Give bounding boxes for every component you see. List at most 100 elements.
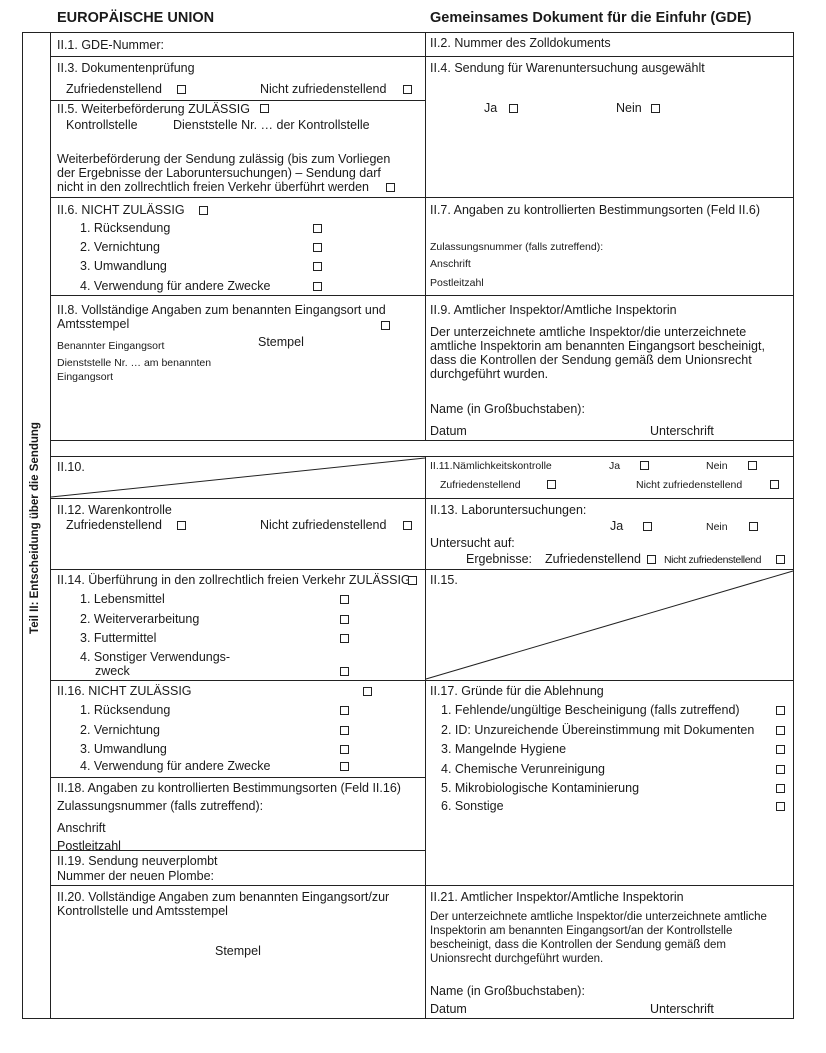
ii17-item-checkbox[interactable] — [776, 784, 785, 793]
ii6-item-checkbox[interactable] — [313, 282, 322, 291]
ii12-ok-checkbox[interactable] — [177, 521, 186, 530]
ii16-checkbox[interactable] — [363, 687, 372, 696]
ii20-title: II.20. Vollständige Angaben zum benannte… — [57, 890, 390, 918]
ii13-ok-label: Zufriedenstellend — [545, 552, 641, 566]
ii17-item-checkbox[interactable] — [776, 802, 785, 811]
ii14-item-checkbox[interactable] — [340, 667, 349, 676]
ii3-ok-label: Zufriedenstellend — [66, 82, 162, 96]
ii13-no-checkbox[interactable] — [749, 522, 758, 531]
header-left: EUROPÄISCHE UNION — [57, 10, 215, 26]
ii13-tested-for: Untersucht auf: — [430, 536, 515, 550]
ii6-item-checkbox[interactable] — [313, 243, 322, 252]
ii17-item-checkbox[interactable] — [776, 706, 785, 715]
ii17-item: 2. ID: Unzureichende Übereinstimmung mit… — [441, 723, 755, 737]
ii6-item-checkbox[interactable] — [313, 224, 322, 233]
ii7-title: II.7. Angaben zu kontrollierten Bestimmu… — [430, 203, 761, 217]
ii17-item: 3. Mangelnde Hygiene — [441, 742, 567, 756]
ii4-yes-checkbox[interactable] — [509, 104, 518, 113]
ii4-yes-label: Ja — [484, 101, 498, 115]
ii18-title: II.18. Angaben zu kontrollierten Bestimm… — [57, 781, 401, 795]
ii12-nok-checkbox[interactable] — [403, 521, 412, 530]
ii13-nok-label: Nicht zufriedenstellend — [664, 554, 762, 566]
ii8-entry-point: Benannter Eingangsort — [57, 340, 165, 352]
ii5-checkbox[interactable] — [260, 104, 269, 113]
ii11-yes-checkbox[interactable] — [640, 461, 649, 470]
ii3-ok-checkbox[interactable] — [177, 85, 186, 94]
ii12-title: II.12. Warenkontrolle — [57, 503, 172, 517]
ii16-item-checkbox[interactable] — [340, 762, 349, 771]
ii10-strike — [50, 457, 426, 498]
ii8-title: II.8. Vollständige Angaben zum benannten… — [57, 303, 386, 331]
ii11-no-checkbox[interactable] — [748, 461, 757, 470]
ii21-title: II.21. Amtlicher Inspektor/Amtliche Insp… — [430, 890, 684, 904]
ii5-control-point: Kontrollstelle — [66, 118, 138, 132]
ii5-text: Weiterbeförderung der Sendung zulässig (… — [57, 152, 391, 194]
ii11-nok-checkbox[interactable] — [770, 480, 779, 489]
ii16-item: 4. Verwendung für andere Zwecke — [80, 759, 271, 773]
ii14-item-checkbox[interactable] — [340, 634, 349, 643]
ii2-label: II.2. Nummer des Zolldokuments — [430, 36, 611, 50]
ii21-date: Datum — [430, 1002, 467, 1016]
ii19-title: II.19. Sendung neuverplombt — [57, 854, 218, 868]
ii14-item-checkbox[interactable] — [340, 615, 349, 624]
ii14-title: II.14. Überführung in den zollrechtlich … — [57, 573, 411, 587]
ii16-item-checkbox[interactable] — [340, 706, 349, 715]
ii14-item: 2. Weiterverarbeitung — [80, 612, 200, 626]
cell-ii21 — [425, 885, 794, 1019]
ii9-name: Name (in Großbuchstaben): — [430, 402, 585, 416]
ii3-title: II.3. Dokumentenprüfung — [57, 61, 195, 75]
ii7-address: Anschrift — [430, 258, 471, 270]
ii13-yes-checkbox[interactable] — [643, 522, 652, 531]
ii18-approval: Zulassungsnummer (falls zutreffend): — [57, 799, 264, 813]
ii9-date: Datum — [430, 424, 467, 438]
ii15-strike — [425, 570, 794, 680]
ii13-yes-label: Ja — [610, 519, 624, 533]
ii16-item-checkbox[interactable] — [340, 745, 349, 754]
ii13-nok-checkbox[interactable] — [776, 555, 785, 564]
ii13-no-label: Nein — [706, 521, 728, 533]
ii21-text: Der unterzeichnete amtliche Inspektor/di… — [430, 911, 767, 965]
ii8-unit: Dienststelle Nr. … am benannten Eingangs… — [57, 357, 212, 383]
header-right: Gemeinsames Dokument für die Einfuhr (GD… — [430, 10, 752, 26]
ii13-results: Ergebnisse: — [466, 552, 533, 566]
ii8-checkbox[interactable] — [381, 321, 390, 330]
ii11-title: II.11.Nämlichkeitskontrolle — [430, 460, 552, 472]
ii1-label: II.1. GDE-Nummer: — [57, 38, 164, 52]
ii17-item: 1. Fehlende/ungültige Bescheinigung (fal… — [441, 703, 740, 717]
ii4-no-checkbox[interactable] — [651, 104, 660, 113]
ii13-ok-checkbox[interactable] — [647, 555, 656, 564]
ii14-item-cont: zweck — [95, 664, 130, 678]
ii12-ok-label: Zufriedenstellend — [66, 518, 162, 532]
ii17-item-checkbox[interactable] — [776, 745, 785, 754]
ii14-item-checkbox[interactable] — [340, 595, 349, 604]
ii6-title: II.6. NICHT ZULÄSSIG — [57, 203, 185, 217]
ii16-item-checkbox[interactable] — [340, 726, 349, 735]
ii14-checkbox[interactable] — [408, 576, 417, 585]
ii4-no-label: Nein — [616, 101, 642, 115]
ii13-title: II.13. Laboruntersuchungen: — [430, 503, 587, 517]
ii5-unit-number: Dienststelle Nr. … der Kontrollstelle — [173, 118, 370, 132]
ii14-item: 3. Futtermittel — [80, 631, 157, 645]
ii9-signature: Unterschrift — [650, 424, 714, 438]
ii9-title: II.9. Amtlicher Inspektor/Amtliche Inspe… — [430, 303, 677, 317]
ii17-item-checkbox[interactable] — [776, 765, 785, 774]
ii6-checkbox[interactable] — [199, 206, 208, 215]
ii7-postcode: Postleitzahl — [430, 277, 484, 289]
ii3-nok-label: Nicht zufriedenstellend — [260, 82, 387, 96]
ii17-item-checkbox[interactable] — [776, 726, 785, 735]
ii5-title: II.5. Weiterbeförderung ZULÄSSIG — [57, 102, 250, 116]
ii14-item: 4. Sonstiger Verwendungs- — [80, 650, 231, 664]
ii11-yes-label: Ja — [609, 460, 621, 472]
ii3-nok-checkbox[interactable] — [403, 85, 412, 94]
ii5-transfer-checkbox[interactable] — [386, 183, 395, 192]
ii14-item: 1. Lebensmittel — [80, 592, 165, 606]
ii16-item: 3. Umwandlung — [80, 742, 167, 756]
ii16-item: 1. Rücksendung — [80, 703, 171, 717]
ii20-stamp: Stempel — [215, 944, 261, 958]
ii6-item-checkbox[interactable] — [313, 262, 322, 271]
ii11-ok-checkbox[interactable] — [547, 480, 556, 489]
ii17-item: 6. Sonstige — [441, 799, 504, 813]
ii21-signature: Unterschrift — [650, 1002, 714, 1016]
